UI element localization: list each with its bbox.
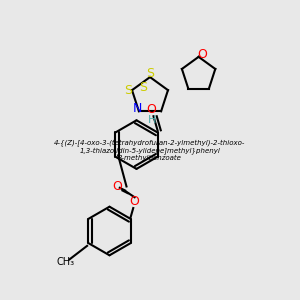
Text: CH₃: CH₃ xyxy=(56,257,75,267)
Text: S: S xyxy=(146,67,154,80)
Text: S: S xyxy=(124,84,132,97)
Text: N: N xyxy=(133,102,142,115)
Text: O: O xyxy=(198,48,208,61)
Text: H: H xyxy=(148,115,156,125)
Text: O: O xyxy=(130,195,140,208)
Text: S: S xyxy=(139,81,147,94)
Text: 4-{(Z)-[4-oxo-3-(tetrahydrofuran-2-ylmethyl)-2-thioxo-
1,3-thiazolidin-5-ylidene: 4-{(Z)-[4-oxo-3-(tetrahydrofuran-2-ylmet… xyxy=(54,139,246,161)
Text: O: O xyxy=(112,180,122,193)
Text: O: O xyxy=(147,103,157,116)
